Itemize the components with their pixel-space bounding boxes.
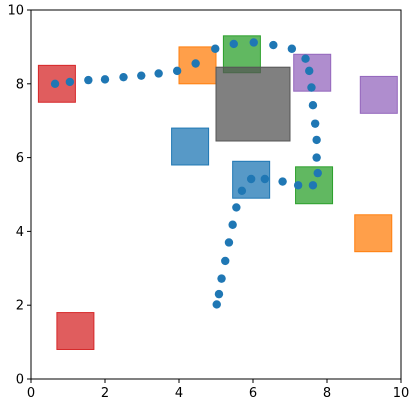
y-tick-label: 2 [16,299,24,314]
y-tick-label: 4 [16,225,24,240]
data-point-7 [172,66,182,76]
data-point-9 [211,44,220,53]
data-point-29 [228,220,237,229]
data-point-2 [84,75,93,85]
y-tick-label: 8 [16,77,24,92]
data-point-31 [221,256,230,266]
data-point-20 [312,153,321,162]
x-tick-label: 10 [393,386,410,401]
data-point-18 [310,119,320,128]
data-point-4 [119,72,128,82]
data-point-0 [50,79,60,89]
y-tick-label: 6 [16,151,24,166]
data-point-13 [287,44,297,53]
x-tick-label: 2 [101,386,109,401]
data-point-1 [65,77,75,87]
data-point-24 [278,177,287,186]
data-point-26 [246,174,256,184]
data-point-6 [154,69,163,78]
data-point-33 [214,289,224,299]
data-point-28 [232,203,241,212]
data-point-8 [191,59,200,68]
data-point-10 [229,39,238,49]
data-point-17 [308,101,318,110]
data-point-3 [100,75,110,84]
data-point-16 [307,83,316,92]
y-axis: 0 2 4 6 8 10 [7,4,31,388]
y-tick-label: 10 [7,4,24,19]
data-point-34 [212,300,221,309]
x-tick-label: 8 [323,386,331,401]
blue-square-left [171,127,210,166]
gray-rectangle-center [215,66,291,142]
x-tick-label: 4 [175,386,183,401]
orange-square-right [354,214,393,253]
x-axis: 0 2 4 6 8 10 [27,379,409,401]
data-point-21 [313,168,322,178]
data-point-11 [249,38,258,47]
x-tick-label: 0 [27,386,35,401]
rectangles-layer [37,35,398,350]
data-point-15 [305,66,314,76]
axes-frame [30,9,402,380]
data-point-25 [260,174,270,184]
data-point-14 [301,54,310,63]
data-point-12 [269,40,278,50]
data-point-27 [237,186,247,196]
data-point-30 [224,238,234,247]
data-point-23 [293,181,303,190]
y-tick-label: 0 [16,373,24,388]
data-point-32 [217,274,226,283]
data-point-22 [308,181,318,190]
red-square-bottom-left [56,312,95,350]
x-tick-label: 6 [249,386,257,401]
data-point-19 [312,135,321,145]
points-layer [50,38,322,309]
data-point-5 [137,71,146,80]
purple-square-far-right [359,75,398,114]
